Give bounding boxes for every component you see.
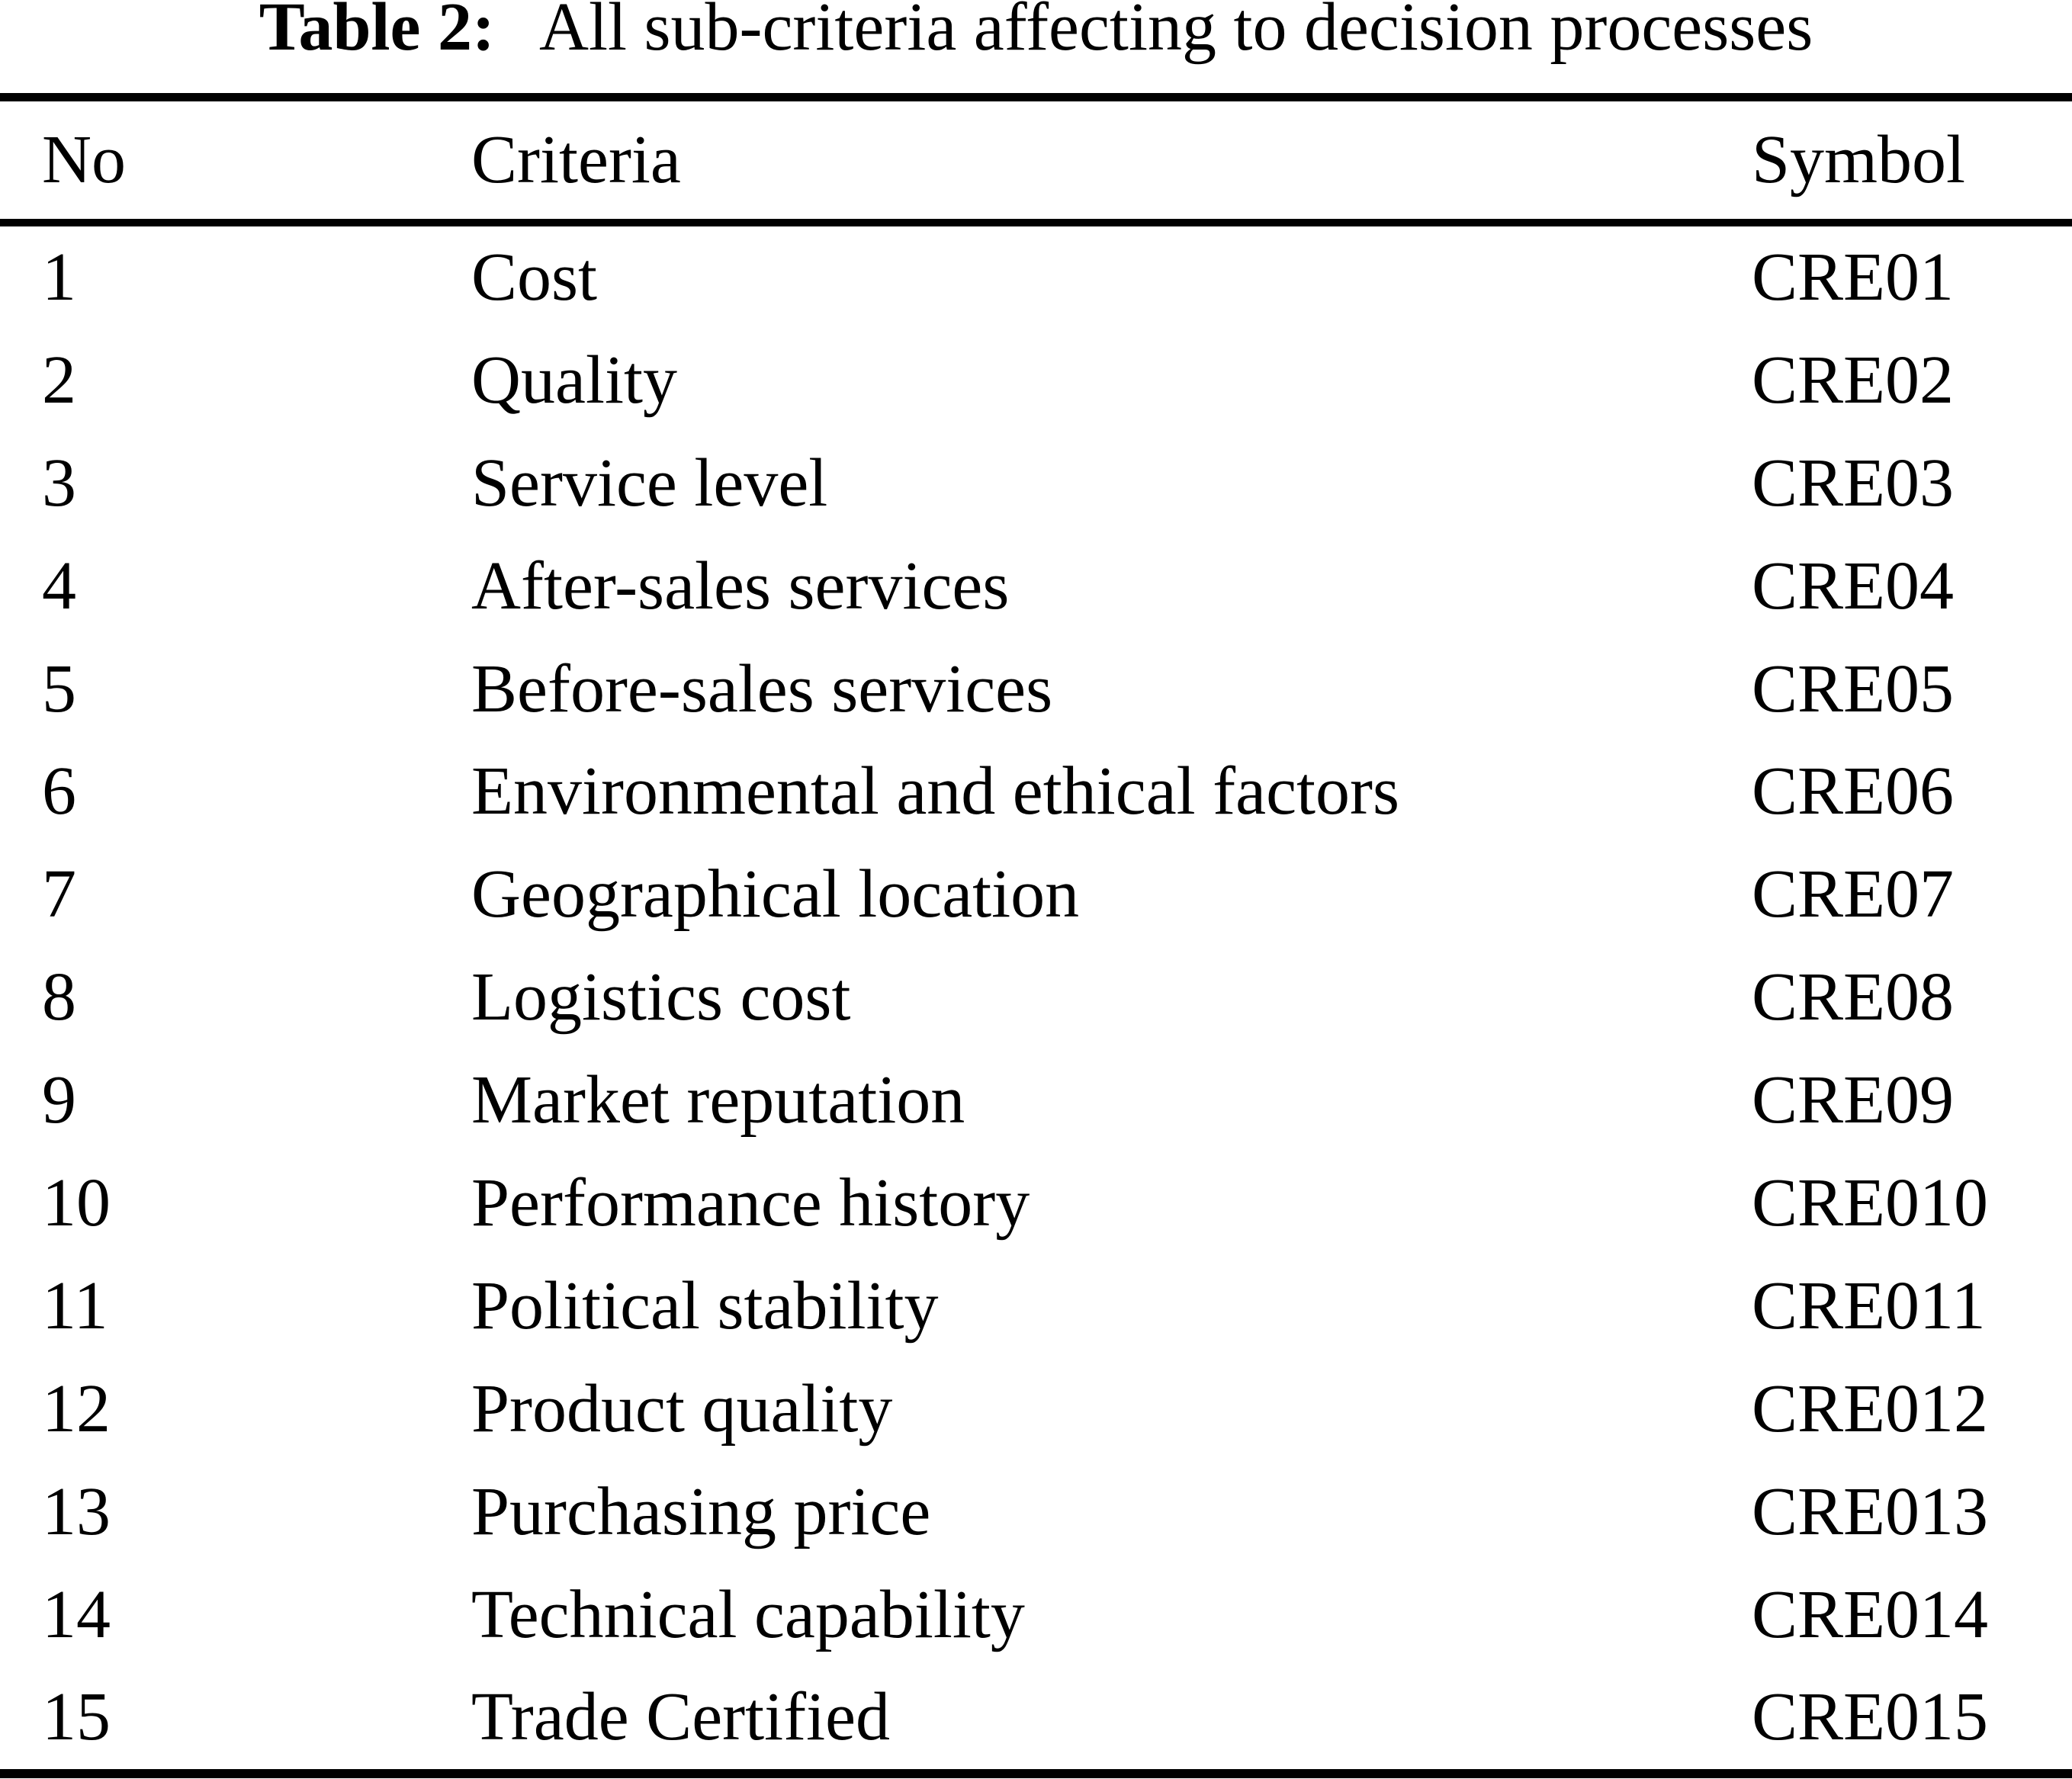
cell-symbol: CRE03 bbox=[1752, 445, 1955, 521]
cell-no: 11 bbox=[42, 1267, 108, 1344]
table-row: 10 Performance history CRE010 bbox=[0, 1152, 2072, 1255]
cell-symbol: CRE012 bbox=[1752, 1370, 1989, 1447]
cell-criteria: Trade Certified bbox=[471, 1679, 891, 1755]
column-header-no: No bbox=[42, 122, 126, 197]
cell-symbol: CRE01 bbox=[1752, 239, 1955, 315]
table-row: 9 Market reputation CRE09 bbox=[0, 1049, 2072, 1152]
table-row: 13 Purchasing price CRE013 bbox=[0, 1461, 2072, 1564]
table-row: 12 Product quality CRE012 bbox=[0, 1358, 2072, 1461]
cell-no: 12 bbox=[42, 1370, 111, 1447]
table-row: 7 Geographical location CRE07 bbox=[0, 843, 2072, 946]
cell-no: 3 bbox=[42, 445, 76, 521]
cell-criteria: Logistics cost bbox=[471, 959, 851, 1036]
table-row: 15 Trade Certified CRE015 bbox=[0, 1666, 2072, 1769]
column-header-criteria: Criteria bbox=[471, 122, 681, 197]
table-header-row: No Criteria Symbol bbox=[0, 101, 2072, 219]
cell-criteria: Political stability bbox=[471, 1267, 939, 1344]
cell-symbol: CRE02 bbox=[1752, 342, 1955, 418]
table-row: 5 Before-sales services CRE05 bbox=[0, 638, 2072, 741]
cell-criteria: Performance history bbox=[471, 1165, 1030, 1241]
cell-criteria: Cost bbox=[471, 239, 598, 315]
table-caption-text: All sub-criteria affecting to decision p… bbox=[538, 0, 1813, 65]
table-caption: Table 2: All sub-criteria affecting to de… bbox=[0, 0, 2072, 64]
table-row: 6 Environmental and ethical factors CRE06 bbox=[0, 740, 2072, 843]
table-row: 11 Political stability CRE011 bbox=[0, 1255, 2072, 1358]
cell-symbol: CRE015 bbox=[1752, 1679, 1989, 1755]
cell-symbol: CRE013 bbox=[1752, 1473, 1989, 1549]
cell-symbol: CRE07 bbox=[1752, 856, 1955, 933]
table-bottom-rule bbox=[0, 1769, 2072, 1779]
table-header-rule bbox=[0, 219, 2072, 226]
criteria-table: No Criteria Symbol 1 Cost CRE01 2 Quality CRE… bbox=[0, 93, 2072, 1779]
cell-symbol: CRE08 bbox=[1752, 959, 1955, 1036]
table-row: 8 Logistics cost CRE08 bbox=[0, 946, 2072, 1049]
cell-no: 8 bbox=[42, 959, 76, 1036]
cell-no: 6 bbox=[42, 753, 76, 830]
cell-symbol: CRE011 bbox=[1752, 1267, 1986, 1344]
cell-criteria: Before-sales services bbox=[471, 650, 1053, 727]
table-row: 3 Service level CRE03 bbox=[0, 432, 2072, 535]
cell-criteria: Product quality bbox=[471, 1370, 893, 1447]
cell-no: 1 bbox=[42, 239, 76, 315]
cell-no: 5 bbox=[42, 650, 76, 727]
cell-symbol: CRE05 bbox=[1752, 650, 1955, 727]
table-row: 1 Cost CRE01 bbox=[0, 226, 2072, 329]
table-row: 14 Technical capability CRE014 bbox=[0, 1564, 2072, 1667]
cell-criteria: Service level bbox=[471, 445, 828, 521]
cell-no: 10 bbox=[42, 1165, 111, 1241]
cell-no: 7 bbox=[42, 856, 76, 933]
table-row: 2 Quality CRE02 bbox=[0, 329, 2072, 432]
cell-no: 15 bbox=[42, 1679, 111, 1755]
cell-symbol: CRE04 bbox=[1752, 548, 1955, 624]
cell-no: 9 bbox=[42, 1062, 76, 1138]
cell-criteria: Environmental and ethical factors bbox=[471, 753, 1400, 830]
table-top-rule bbox=[0, 93, 2072, 101]
cell-no: 14 bbox=[42, 1576, 111, 1652]
cell-criteria: Technical capability bbox=[471, 1576, 1025, 1652]
column-header-symbol: Symbol bbox=[1752, 122, 1966, 197]
cell-symbol: CRE09 bbox=[1752, 1062, 1955, 1138]
cell-criteria: After-sales services bbox=[471, 548, 1010, 624]
cell-symbol: CRE010 bbox=[1752, 1165, 1989, 1241]
table-row: 4 After-sales services CRE04 bbox=[0, 535, 2072, 638]
cell-no: 13 bbox=[42, 1473, 111, 1549]
table-caption-number: Table 2: bbox=[259, 0, 495, 65]
cell-no: 4 bbox=[42, 548, 76, 624]
cell-criteria: Purchasing price bbox=[471, 1473, 931, 1549]
table-body: 1 Cost CRE01 2 Quality CRE02 3 Service level CRE… bbox=[0, 226, 2072, 1769]
cell-symbol: CRE014 bbox=[1752, 1576, 1989, 1652]
cell-symbol: CRE06 bbox=[1752, 753, 1955, 830]
cell-criteria: Quality bbox=[471, 342, 677, 418]
cell-no: 2 bbox=[42, 342, 76, 418]
cell-criteria: Geographical location bbox=[471, 856, 1080, 933]
cell-criteria: Market reputation bbox=[471, 1062, 965, 1138]
